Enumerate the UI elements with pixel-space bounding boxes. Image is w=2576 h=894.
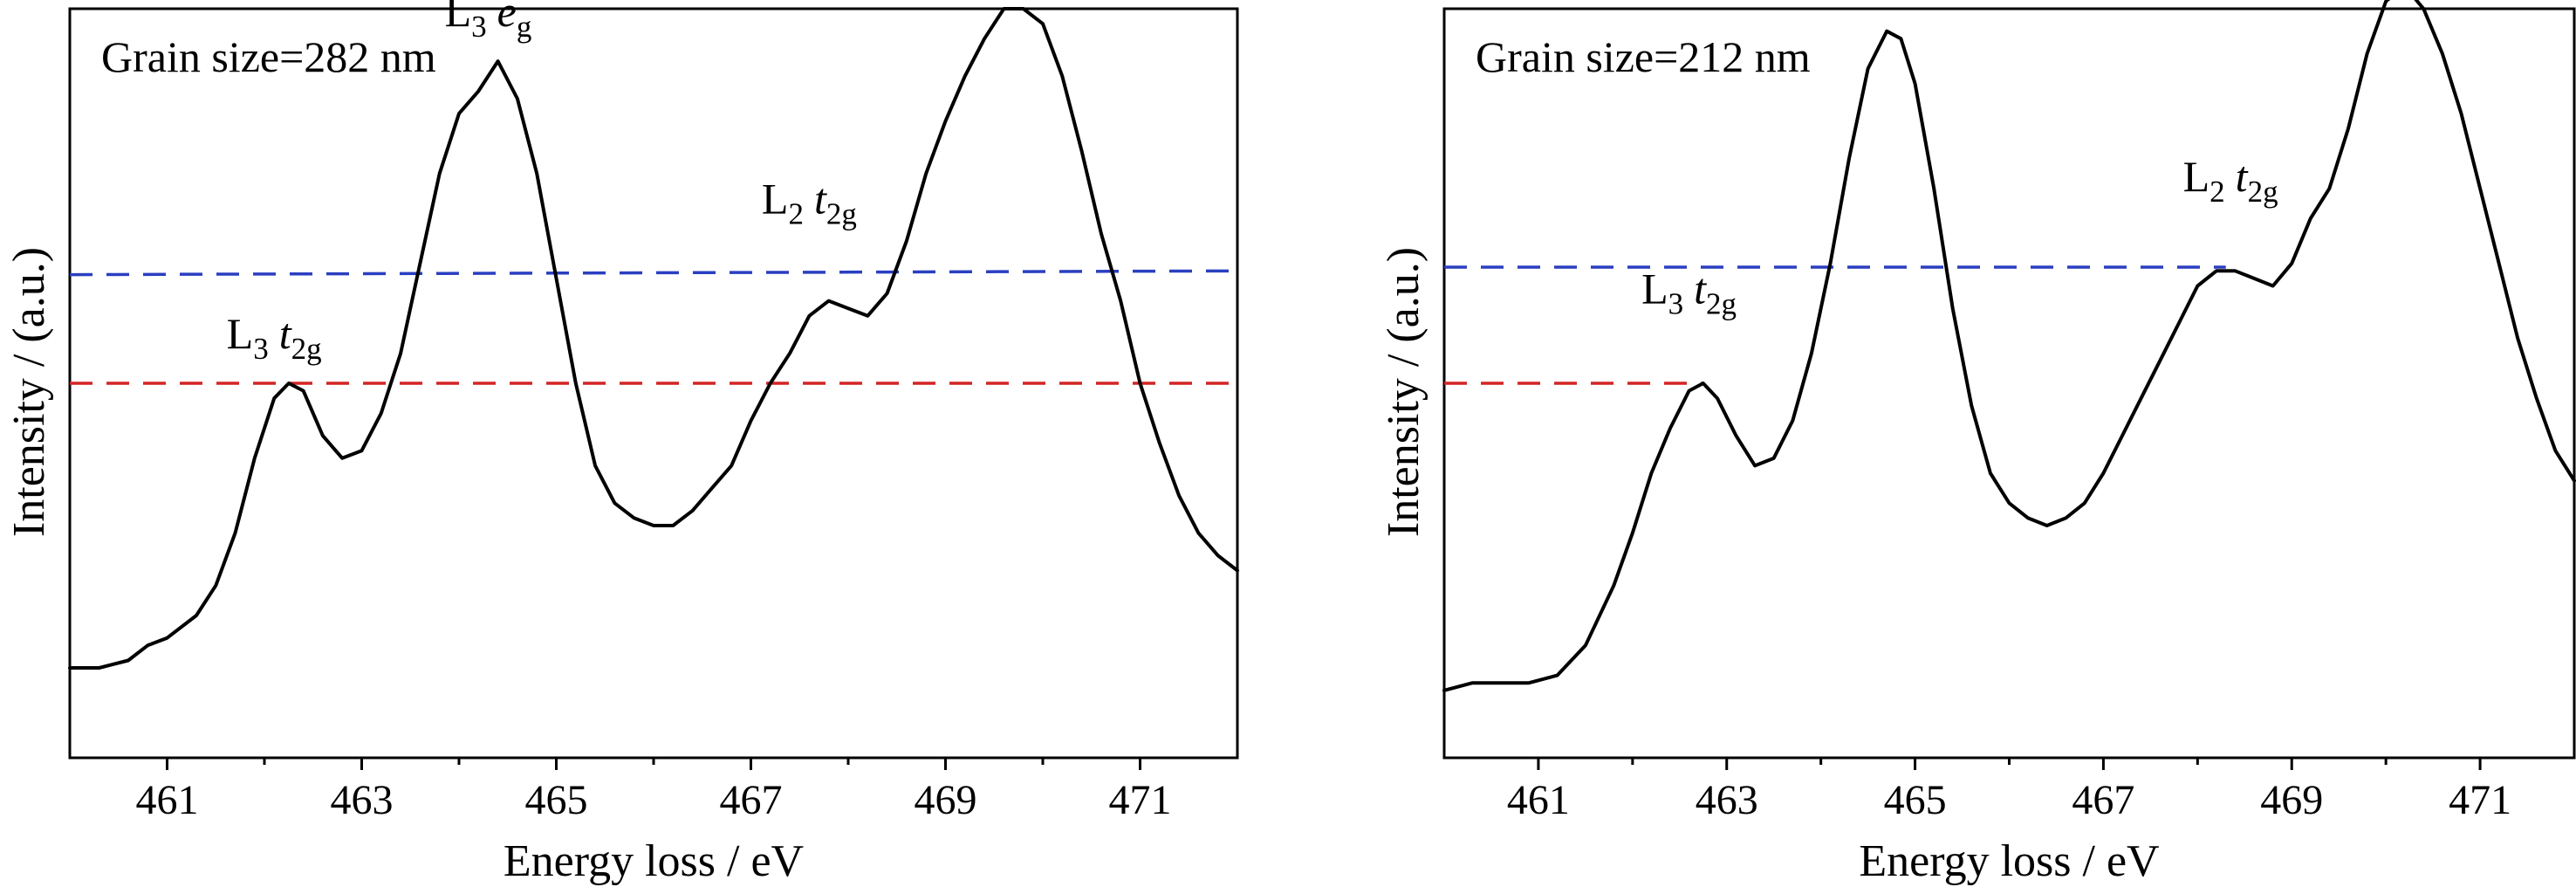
x-tick-label: 465 (1884, 777, 1947, 823)
x-tick-label: 469 (2260, 777, 2323, 823)
x-axis-label: Energy loss / eV (504, 836, 804, 886)
spectrum-line (68, 7, 1239, 670)
x-tick-label: 467 (2072, 777, 2134, 823)
x-tick-label: 469 (915, 777, 977, 823)
spectrum-line (1442, 0, 2576, 692)
x-tick-label: 467 (720, 777, 783, 823)
peak-label: L3 eg (445, 0, 532, 44)
chart-panel-2: 461 463 465 467 469 471 Energy loss / eV Intens… (1379, 0, 2576, 886)
grain-size-annotation: Grain size=282 nm (101, 32, 436, 81)
x-tick-label: 463 (331, 777, 394, 823)
peak-label: L3 t2g (1641, 265, 1737, 321)
peak-label: L3 t2g (227, 309, 322, 366)
reference-line-blue (69, 269, 1238, 277)
peak-label: L2 t2g (762, 175, 857, 231)
chart-panel-1: 461 463 465 467 469 471 Energy loss / eV Intens… (4, 0, 1239, 886)
y-axis-label: Intensity / (a.u.) (1379, 247, 1428, 537)
x-tick-label: 471 (2449, 777, 2511, 823)
x-tick-label: 461 (1507, 777, 1570, 823)
x-tick-label: 471 (1109, 777, 1172, 823)
x-axis-label: Energy loss / eV (1859, 836, 2159, 886)
x-tick-label: 463 (1696, 777, 1758, 823)
x-tick-label: 461 (136, 777, 199, 823)
x-tick-label: 465 (525, 777, 588, 823)
plot-frame (1442, 7, 2576, 760)
grain-size-annotation: Grain size=212 nm (1476, 32, 1811, 81)
y-axis-label: Intensity / (a.u.) (4, 247, 54, 537)
peak-label: L2 t2g (2183, 152, 2278, 209)
